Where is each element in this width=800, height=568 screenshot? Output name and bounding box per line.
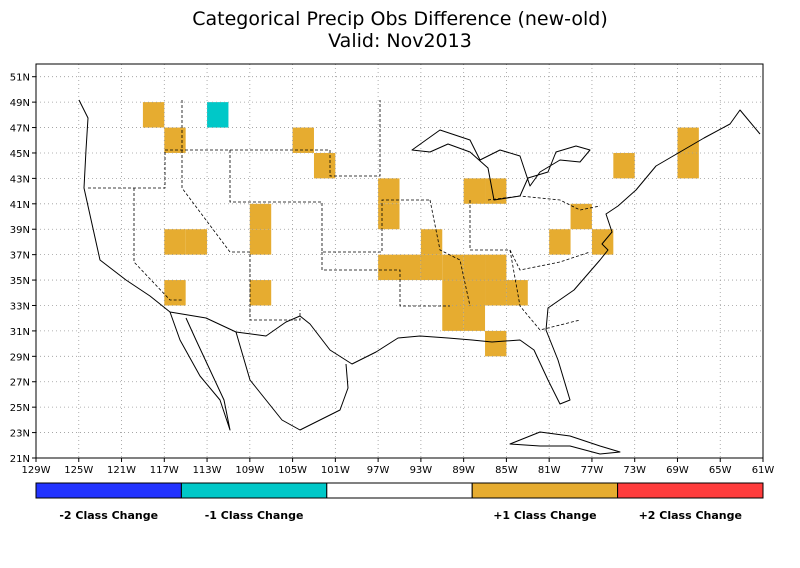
great-lakes-outline (411, 129, 591, 201)
latitude-axis: 21N 23N 25N 27N 29N 31N 33N 35N 37N 39N 41N 43N 45N 4… (10, 73, 36, 465)
cell-33 (249, 280, 272, 306)
legend-swatch-2 (326, 482, 473, 499)
cell-1 (207, 102, 229, 128)
cell-15 (677, 152, 699, 179)
tick-label-lat-1: 23N (10, 429, 30, 440)
tick-label-lon-15: 69W (666, 465, 689, 476)
cell-25 (485, 254, 507, 281)
legend-swatch-0 (35, 482, 182, 499)
cell-27 (506, 280, 528, 306)
tick-label-lat-2: 25N (10, 403, 30, 414)
map-title: Categorical Precip Obs Difference (new-o… (192, 8, 608, 30)
tick-label-lat-4: 29N (10, 352, 30, 363)
tick-label-lon-11: 85W (495, 465, 518, 476)
cell-6 (378, 203, 400, 230)
tick-label-lon-3: 117W (150, 465, 179, 476)
map-frame (35, 63, 764, 459)
mexico-outline (235, 331, 349, 431)
legend-swatch-4 (617, 482, 764, 499)
tick-label-lon-16: 65W (709, 465, 732, 476)
legend-swatch-3 (471, 482, 619, 499)
cell-4 (313, 152, 336, 179)
us-coastline (78, 99, 761, 405)
tick-label-lat-9: 39N (10, 225, 30, 236)
cell-8 (249, 229, 272, 255)
graticule (36, 64, 763, 458)
tick-label-lon-1: 125W (64, 465, 93, 476)
tick-label-lat-12: 45N (10, 149, 30, 160)
cell-26 (463, 280, 486, 306)
cell-7 (249, 203, 272, 230)
cell-17 (570, 203, 592, 230)
difference-cells (142, 102, 699, 357)
cell-34 (164, 280, 186, 306)
tick-label-lon-8: 97W (367, 465, 390, 476)
tick-label-lon-7: 101W (321, 465, 350, 476)
cell-3 (292, 127, 314, 153)
tick-label-lon-10: 89W (452, 465, 475, 476)
cell-19 (420, 229, 443, 255)
baja-outline (169, 311, 231, 431)
cell-30 (442, 305, 464, 331)
cell-20 (378, 254, 400, 281)
cell-5 (378, 178, 400, 204)
tick-label-lon-6: 105W (278, 465, 307, 476)
tick-label-lat-7: 35N (10, 276, 30, 287)
cell-23 (442, 254, 464, 281)
tick-label-lon-5: 109W (235, 465, 264, 476)
tick-label-lat-10: 41N (10, 200, 30, 211)
color-legend: -2 Class Change -1 Class Change +1 Class C… (35, 482, 764, 522)
cell-29 (442, 280, 464, 306)
tick-label-lon-12: 81W (538, 465, 561, 476)
cell-14 (677, 127, 699, 153)
coastline-outline (78, 99, 761, 455)
tick-label-lon-9: 93W (410, 465, 433, 476)
cuba-outline (509, 431, 621, 455)
tick-label-lat-8: 37N (10, 251, 30, 262)
legend-label-3: +1 Class Change (493, 509, 596, 522)
cell-21 (399, 254, 421, 281)
map-subtitle: Valid: Nov2013 (328, 30, 472, 52)
cell-2 (164, 127, 186, 153)
tick-label-lon-17: 61W (752, 465, 775, 476)
tick-label-lon-0: 129W (22, 465, 51, 476)
cell-18 (591, 229, 614, 255)
tick-label-lat-6: 33N (10, 301, 30, 312)
cell-28 (485, 280, 507, 306)
cell-16 (549, 229, 571, 255)
cell-12 (485, 178, 507, 204)
legend-label-0: -2 Class Change (59, 509, 158, 522)
legend-label-1: -1 Class Change (205, 509, 304, 522)
tick-label-lat-3: 27N (10, 378, 30, 389)
cell-31 (463, 305, 486, 331)
tick-label-lon-2: 121W (107, 465, 136, 476)
tick-label-lat-11: 43N (10, 174, 30, 185)
cell-13 (613, 152, 635, 179)
cell-11 (463, 178, 486, 204)
cell-22 (420, 254, 443, 281)
cell-32 (485, 330, 507, 357)
cell-9 (164, 229, 186, 255)
cell-24 (463, 254, 486, 281)
tick-label-lat-0: 21N (10, 454, 30, 465)
tick-label-lat-15: 51N (10, 73, 30, 84)
cell-10 (185, 229, 208, 255)
tick-label-lat-14: 49N (10, 98, 30, 109)
tick-label-lon-14: 73W (623, 465, 646, 476)
tick-label-lat-13: 47N (10, 124, 30, 135)
tick-label-lon-4: 113W (193, 465, 222, 476)
legend-label-4: +2 Class Change (639, 509, 742, 522)
state-boundaries (88, 100, 601, 331)
tick-label-lon-13: 77W (581, 465, 604, 476)
longitude-axis: 129W 125W 121W 117W 113W 109W 105W 101W 97W 93W 89… (22, 458, 775, 476)
tick-label-lat-5: 31N (10, 327, 30, 338)
cell-0 (142, 102, 165, 128)
legend-swatch-1 (180, 482, 328, 499)
